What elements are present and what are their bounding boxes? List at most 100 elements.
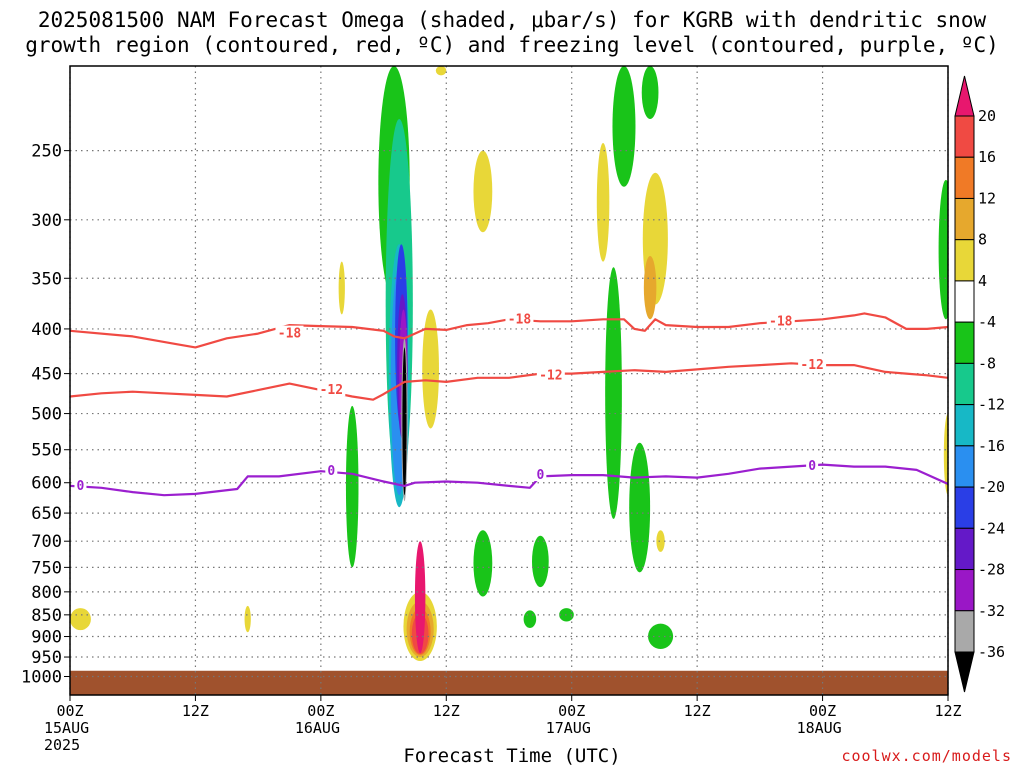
omega-region-18 xyxy=(70,608,91,631)
contour-label-bg-2-2 xyxy=(534,467,547,482)
contour-label-bg-2-1 xyxy=(325,463,338,478)
contour-label-bg-1-2 xyxy=(798,357,827,372)
omega-region-10 xyxy=(523,610,537,629)
x-tick-label-0-2: 2025 xyxy=(44,736,80,754)
y-tick-label-1000: 1000 xyxy=(21,667,62,687)
omega-region-19 xyxy=(596,142,610,262)
ground xyxy=(70,670,948,695)
y-tick-label-450: 450 xyxy=(31,365,62,385)
omega-region-22 xyxy=(943,413,948,496)
colorbar-label-0: 20 xyxy=(978,107,996,125)
contour-label-2-3: 0 xyxy=(808,459,816,474)
colorbar-swatch-5 xyxy=(954,280,975,323)
x-tick-label-6-1: 18AUG xyxy=(797,719,842,737)
omega-region-13 xyxy=(473,150,493,233)
y-tick-label-750: 750 xyxy=(31,558,62,578)
y-tick-label-400: 400 xyxy=(31,320,62,340)
colorbar-label-6: -8 xyxy=(978,354,996,372)
y-tick-label-950: 950 xyxy=(31,648,62,668)
contour-label-bg-0-0 xyxy=(275,325,304,340)
colorbar-label-8: -16 xyxy=(978,437,1005,455)
contour-label-bg-1-1 xyxy=(536,367,565,382)
y-tick-label-650: 650 xyxy=(31,504,62,524)
y-tick-label-800: 800 xyxy=(31,583,62,603)
colorbar-swatch-6 xyxy=(954,321,975,364)
colorbar-swatch-13 xyxy=(954,610,975,653)
y-axis-ticks: 2503003504004505005506006507007508008509… xyxy=(21,142,70,687)
x-tick-label-6-0: 00Z xyxy=(809,702,836,720)
colorbar-label-3: 8 xyxy=(978,231,987,249)
contour-label-0-2: -18 xyxy=(769,314,793,329)
x-tick-label-1-0: 12Z xyxy=(182,702,209,720)
contour-label-bg-0-2 xyxy=(766,313,795,328)
colorbar-label-1: 16 xyxy=(978,148,996,166)
y-tick-label-250: 250 xyxy=(31,142,62,162)
colorbar-swatch-12 xyxy=(954,569,975,612)
omega-region-36 xyxy=(414,541,426,654)
colorbar-swatch-2 xyxy=(954,156,975,199)
omega-region-6 xyxy=(612,66,636,187)
title-line-1: 2025081500 NAM Forecast Omega (shaded, μ… xyxy=(37,8,987,32)
contour-label-bg-0-1 xyxy=(505,311,534,326)
contour-label-0-1: -18 xyxy=(508,312,532,327)
colorbar-swatch-7 xyxy=(954,362,975,406)
omega-region-7 xyxy=(641,66,659,120)
colorbar-swatch-1 xyxy=(954,115,975,158)
ground-fill xyxy=(70,670,948,695)
credit-link[interactable]: coolwx.com/models xyxy=(841,747,1012,765)
y-tick-label-350: 350 xyxy=(31,269,62,289)
contour-line-0 xyxy=(70,463,948,497)
omega-region-3 xyxy=(531,535,549,588)
omega-region-16 xyxy=(338,261,345,315)
colorbar-label-9: -20 xyxy=(978,478,1005,496)
contour-label-2-1: 0 xyxy=(327,464,335,479)
contour-label-1-1: -12 xyxy=(539,368,562,383)
contour-label-1-0: -12 xyxy=(320,383,343,398)
y-tick-label-300: 300 xyxy=(31,211,62,231)
omega-region-21 xyxy=(656,530,665,552)
omega-region-14 xyxy=(435,66,447,76)
colorbar-bottom-arrow xyxy=(954,651,975,693)
x-axis-label: Forecast Time (UTC) xyxy=(403,745,621,767)
x-tick-label-4-0: 00Z xyxy=(558,702,585,720)
colorbar: 20 16 12 8 4 -4 -8 -12 -16 -20 -24 -28 -32 -36 xyxy=(954,75,1005,693)
contour-label-2-2: 0 xyxy=(536,468,544,483)
x-tick-label-4-1: 17AUG xyxy=(546,719,591,737)
title-line-2: growth region (contoured, red, ºC) and f… xyxy=(25,33,999,57)
colorbar-swatch-3 xyxy=(954,197,975,241)
omega-region-31 xyxy=(402,347,407,496)
colorbar-label-12: -32 xyxy=(978,602,1005,620)
x-tick-label-7-0: 12Z xyxy=(934,702,961,720)
x-tick-label-0-0: 00Z xyxy=(56,702,83,720)
contour-label-2-0: 0 xyxy=(77,479,85,494)
y-tick-label-500: 500 xyxy=(31,405,62,425)
colorbar-label-10: -24 xyxy=(978,519,1005,537)
contours: -18 -18 -18 -12 -12 -12 0 0 0 0 xyxy=(70,311,948,497)
y-tick-label-700: 700 xyxy=(31,532,62,552)
x-tick-label-5-0: 12Z xyxy=(684,702,711,720)
omega-region-23 xyxy=(643,255,657,320)
colorbar-swatch-4 xyxy=(954,239,975,282)
omega-region-4 xyxy=(473,530,493,597)
contour-label-bg-1-0 xyxy=(317,382,346,397)
omega-region-12 xyxy=(938,179,948,320)
x-tick-label-2-1: 16AUG xyxy=(295,719,340,737)
omega-region-2 xyxy=(345,405,359,568)
colorbar-swatch-10 xyxy=(954,486,975,529)
omega-region-9 xyxy=(648,623,674,649)
colorbar-label-7: -12 xyxy=(978,396,1005,414)
colorbar-label-13: -36 xyxy=(978,643,1005,661)
chart-title: 2025081500 NAM Forecast Omega (shaded, μ… xyxy=(0,8,1024,58)
omega-region-17 xyxy=(244,605,251,633)
omega-region-5 xyxy=(605,267,622,519)
colorbar-label-5: -4 xyxy=(978,313,996,331)
colorbar-label-11: -28 xyxy=(978,561,1005,579)
omega-region-15 xyxy=(422,309,439,429)
x-tick-label-2-0: 00Z xyxy=(307,702,334,720)
colorbar-label-2: 12 xyxy=(978,189,996,207)
x-tick-label-3-0: 12Z xyxy=(433,702,460,720)
y-tick-label-850: 850 xyxy=(31,606,62,626)
colorbar-swatch-9 xyxy=(954,445,975,488)
